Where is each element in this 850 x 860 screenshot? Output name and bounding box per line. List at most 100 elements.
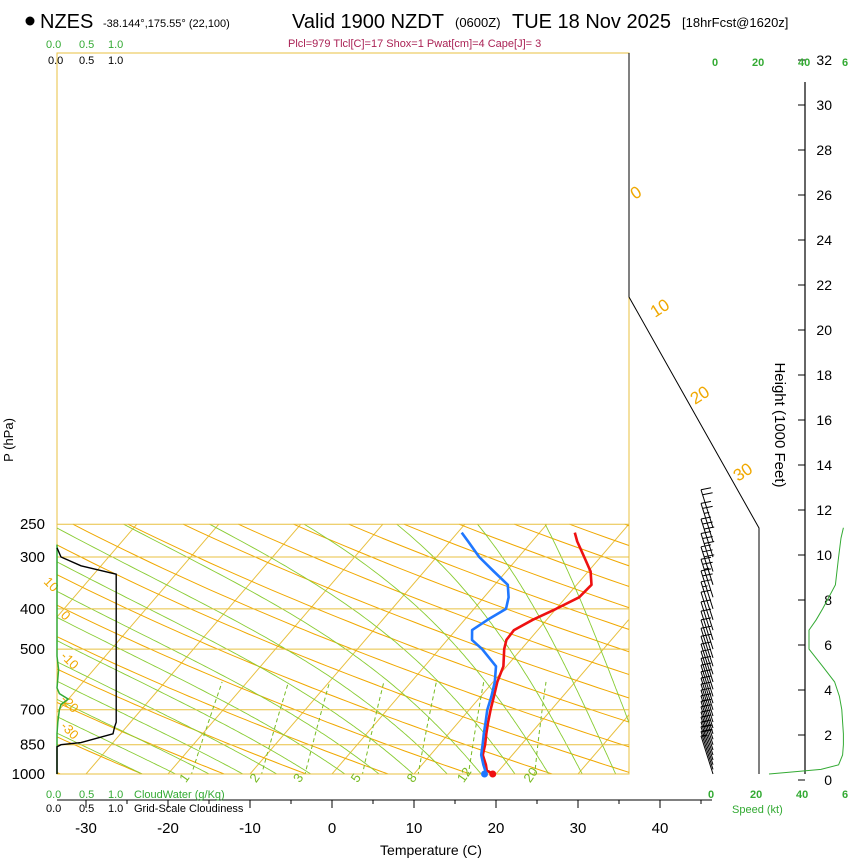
wind-barbs [700,487,715,775]
top-black-1: 0.5 [79,55,94,67]
barb-staff [700,701,714,740]
barb-staff [700,695,714,734]
wind-barb [700,648,714,690]
height-tick-label: 22 [816,277,832,293]
barb-half [702,699,708,702]
height-tick-label: 20 [816,322,832,338]
temp-tick-label: -10 [239,820,261,837]
isotherm-line [167,523,384,774]
barb-staff [700,684,714,723]
barb-staff [700,489,714,528]
barb-flag [704,540,715,544]
moist-adiabat [57,716,177,774]
barb-staff [700,619,714,659]
moist-adiabat [57,661,278,774]
wind-barb [700,568,714,610]
temp-tick-label: -20 [157,820,179,837]
isotherm-line [495,618,629,774]
top-black-2: 1.0 [108,55,123,67]
height-tick-label: 10 [816,547,832,563]
barb-staff [700,677,714,717]
isotherm-label: -10 [58,648,82,672]
mixing-ratio-label: 12 [454,765,475,785]
mixing-ratio-line [417,681,437,774]
height-tick-label: 4 [824,682,832,698]
top-green-2: 1.0 [108,39,123,51]
height-tick-label: 32 [816,52,832,68]
bottom-green-2: 1.0 [108,789,123,801]
barb-staff [700,636,714,675]
barb-staff [700,651,714,690]
bottom-green-1: 0.5 [79,789,94,801]
cloud-scales: 0.0 0.5 1.0 0.0 0.5 1.0 0.0 0.5 1.0 Clou… [46,39,848,816]
barb-flag [700,568,712,572]
top-speed-3: 6 [842,57,848,69]
height-axis-title: Height (1000 Feet) [771,362,788,487]
top-speed-1: 20 [752,57,764,69]
barb-staff [700,518,714,558]
isotherm-line [734,524,850,783]
moist-adiabat [123,523,482,774]
top-speed-0: 0 [712,57,718,69]
barb-flag [702,492,713,496]
moist-adiabat [57,680,244,774]
barb-staff [700,735,714,775]
height-tick-label: 2 [824,727,832,743]
surface-temperature-dot [489,770,497,778]
station-location: -38.144°,175.55° (22,100) [103,18,230,30]
top-green-1: 0.5 [79,39,94,51]
wind-barb [700,556,714,598]
bottom-speed-2: 40 [796,789,808,801]
height-tick-label: 14 [816,457,832,473]
moist-adiabat [57,640,312,774]
barb-flag [702,505,713,509]
barb-half [702,715,708,718]
moist-adiabat [57,590,380,774]
valid-date: TUE 18 Nov 2025 [512,11,671,33]
height-tick-label: 12 [816,502,832,518]
moist-adiabat [209,523,516,774]
height-tick-label: 24 [816,232,832,248]
isotherm-line [413,523,629,774]
height-tick-label: 18 [816,367,832,383]
barb-staff [700,601,714,641]
barb-flag [702,561,713,565]
barb-staff [700,658,714,697]
cloudwater-line [56,544,70,774]
dry-adiabat [127,523,629,723]
wind-barb [700,487,714,528]
bottom-black-0: 0.0 [46,803,61,815]
isotherm-line [57,523,138,618]
moist-adiabat [57,698,211,774]
bottom-speed-3: 6 [842,789,848,801]
cloudiness-label: Grid-Scale Cloudiness [134,803,244,815]
barb-flag [700,579,712,583]
temp-tick-label: 40 [652,820,669,837]
mixing-ratio-label: 1 [176,771,192,786]
barb-staff [700,559,714,598]
temperature-line [481,532,593,776]
wind-barb [700,589,714,631]
pressure-tick-label: 300 [20,549,45,566]
isotherm-label: 0 [58,607,74,623]
mixing-ratio-label: 5 [348,771,364,786]
barb-flag [700,487,712,491]
barb-staff [700,689,714,729]
temp-tick-label: 30 [570,820,587,837]
barb-staff [700,533,714,572]
y-axis-title: P (hPa) [1,418,16,462]
dry-adiabat [735,524,850,783]
chart-header: NZES -38.144°,175.55° (22,100) Valid 190… [25,11,788,50]
barb-staff [700,581,714,620]
moist-adiabat [57,732,144,774]
height-tick-label: 28 [816,142,832,158]
dry-adiabat [57,701,226,774]
height-tick-label: 16 [816,412,832,428]
dry-adiabat [57,736,144,774]
forecast-tag: [18hrFcst@1620z] [682,15,788,30]
mixing-ratio-line [534,681,547,774]
bottom-black-1: 0.5 [79,803,94,815]
